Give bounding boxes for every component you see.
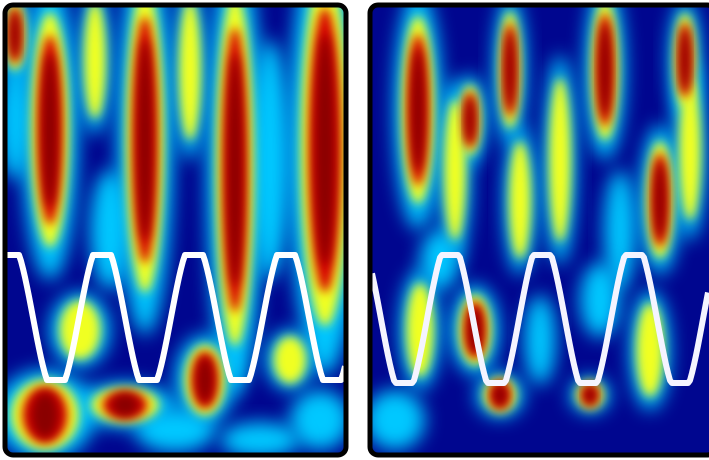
heatmap-blob <box>315 34 335 267</box>
figure <box>0 0 709 460</box>
heatmap-blob <box>493 383 506 406</box>
heatmap-panel <box>365 0 709 460</box>
heatmap-blob <box>585 386 596 405</box>
heatmap-blob <box>274 337 306 384</box>
heatmap-blob <box>679 80 701 221</box>
heatmap-blob <box>90 170 130 290</box>
heatmap-blob <box>11 12 20 59</box>
page: (() => { const data = JSON.parse(documen… <box>0 0 709 460</box>
heatmap-blob <box>84 1 106 119</box>
heatmap-blob <box>227 54 242 287</box>
heatmap-blob <box>365 390 425 450</box>
heatmap-blob <box>506 31 515 109</box>
heatmap-blob <box>681 29 690 91</box>
heatmap-blob <box>179 0 201 141</box>
heatmap-blob <box>31 392 59 439</box>
heatmap-blob <box>466 97 475 144</box>
heatmap-blob <box>549 78 571 243</box>
heatmap-blob <box>250 40 290 280</box>
heatmap-blob <box>600 24 611 117</box>
heatmap-blob <box>655 161 666 239</box>
heatmap-blob <box>444 100 466 241</box>
heatmap-blob <box>42 53 57 208</box>
heatmap-blob <box>137 39 152 241</box>
heatmap-blob <box>524 295 556 385</box>
heatmap-blob <box>509 141 531 259</box>
heatmap-blob <box>197 357 214 404</box>
heatmap-panel <box>0 0 361 460</box>
heatmap-blob <box>111 393 139 416</box>
heatmap-blob <box>411 48 424 172</box>
